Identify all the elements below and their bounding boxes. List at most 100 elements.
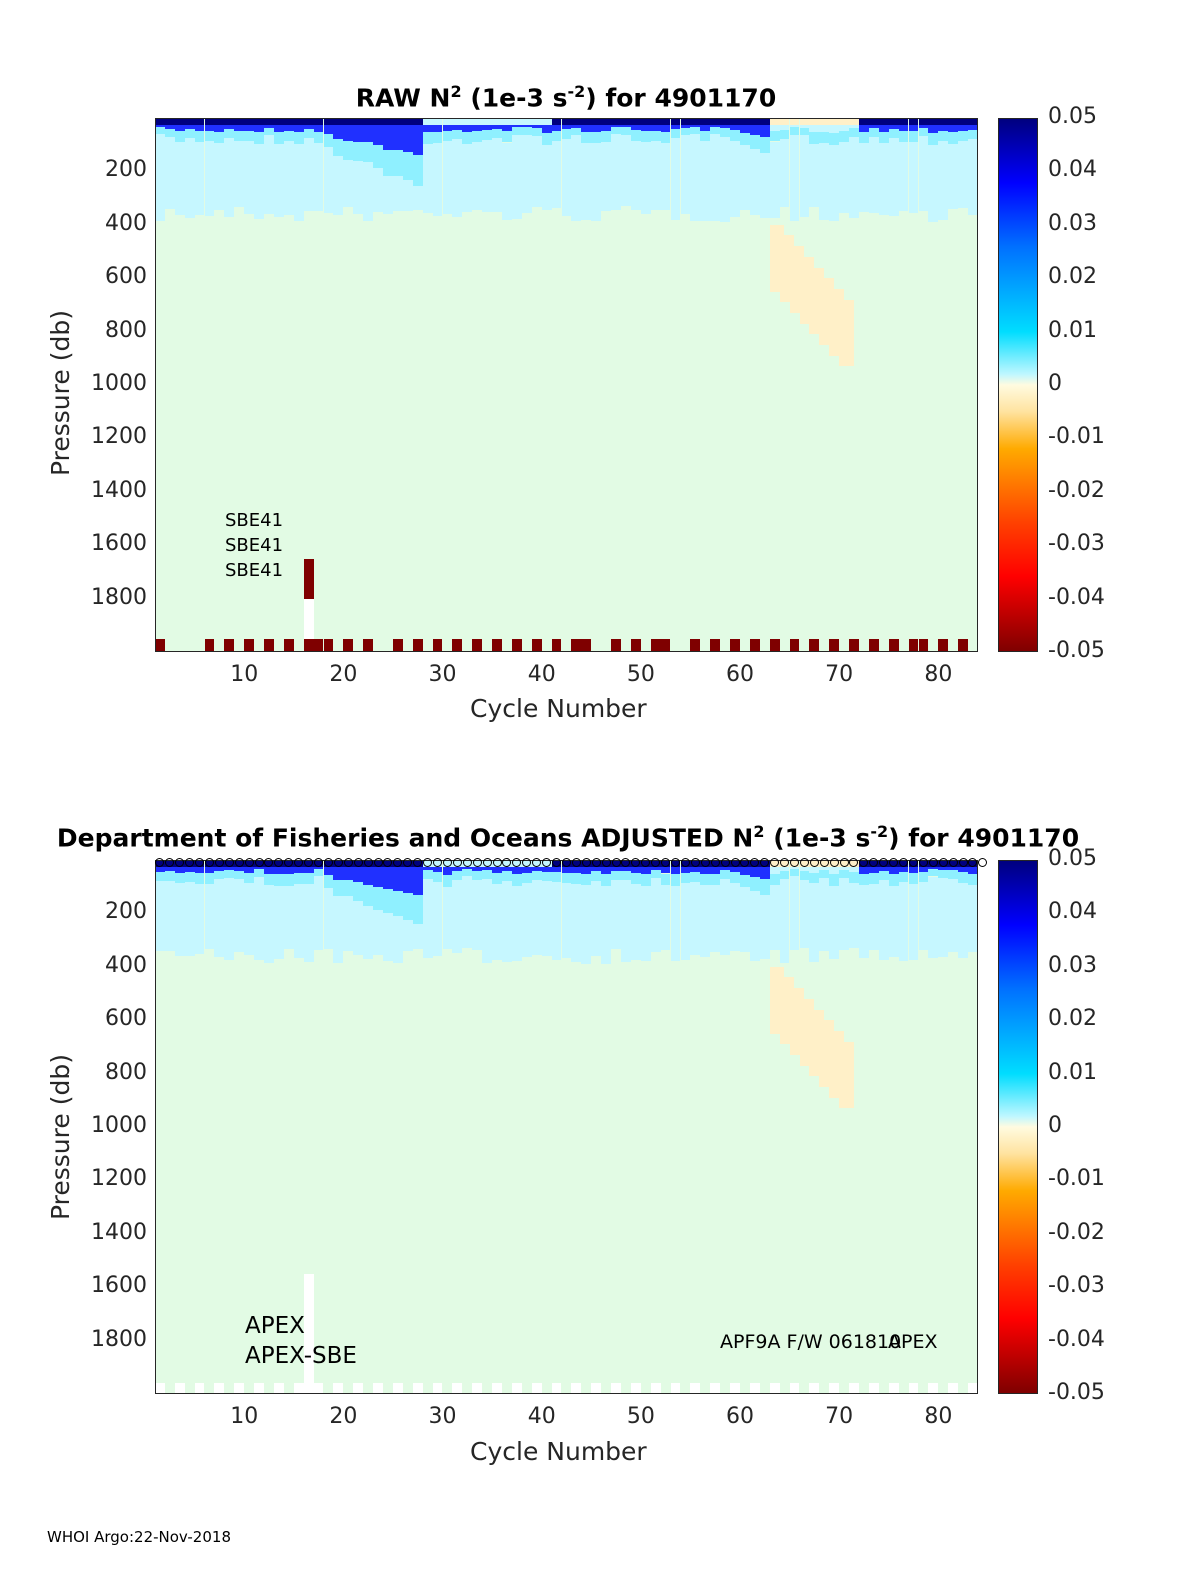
heatmap-cell <box>492 118 502 125</box>
heatmap-cell <box>888 886 899 957</box>
heatmap-cell <box>868 128 879 137</box>
heatmap-cell <box>482 130 492 141</box>
bottom-flag-cell <box>710 638 721 652</box>
qc-circle-marker <box>879 858 889 867</box>
heatmap-cell <box>968 124 978 130</box>
x-tick-label: 80 <box>924 1404 953 1429</box>
heatmap-cell <box>472 130 483 142</box>
heatmap-cell <box>422 878 433 959</box>
heatmap-cell <box>769 873 780 886</box>
heatmap-cell <box>402 866 413 893</box>
y-tick-label: 1400 <box>91 477 147 503</box>
heatmap-cell <box>313 131 324 143</box>
x-tick-label: 60 <box>726 662 755 687</box>
heatmap-cell <box>194 142 205 215</box>
colorbar-tick-label: -0.01 <box>1048 1166 1105 1192</box>
adjusted-heatmap <box>155 860 978 1394</box>
heatmap-cell <box>918 872 929 883</box>
qc-circle-marker <box>869 858 879 867</box>
heatmap-cell <box>591 124 602 132</box>
heatmap-cell <box>184 137 195 219</box>
heatmap-cell <box>601 124 611 132</box>
x-tick-label: 20 <box>329 662 358 687</box>
heatmap-cell <box>640 874 651 887</box>
heatmap-cell <box>402 124 413 153</box>
heatmap-cell <box>244 130 255 142</box>
heatmap-cell <box>531 127 542 136</box>
bottom-blank-cell <box>829 1383 840 1394</box>
heatmap-cell <box>422 124 433 133</box>
colorbar-tick-label: -0.04 <box>1048 584 1105 610</box>
qc-circle-marker <box>343 858 353 867</box>
qc-circle-marker <box>611 858 621 867</box>
bottom-blank-cell <box>333 1383 344 1394</box>
heatmap-cell <box>591 118 602 125</box>
heatmap-cell <box>254 132 264 144</box>
heatmap-cell <box>650 130 661 142</box>
heatmap-cell <box>849 872 859 883</box>
heatmap-cell <box>541 124 552 133</box>
heatmap-cell <box>313 876 324 951</box>
heatmap-cell <box>630 140 641 210</box>
heatmap-cell <box>868 124 879 129</box>
colorbar-tick-label: -0.01 <box>1048 424 1105 450</box>
heatmap-cell <box>521 127 532 135</box>
qc-circle-marker <box>651 858 661 867</box>
heatmap-cell <box>392 866 403 891</box>
colorbar-tick-label: -0.02 <box>1048 477 1105 503</box>
heatmap-cell <box>541 144 552 210</box>
heatmap-cell <box>918 124 929 128</box>
heatmap-cell <box>323 118 334 125</box>
heatmap-cell <box>621 124 631 128</box>
heatmap-cell <box>363 906 374 959</box>
heatmap-cell <box>303 128 314 138</box>
x-tick-label: 20 <box>329 1404 358 1429</box>
heatmap-cell <box>640 886 651 961</box>
heatmap-cell <box>383 888 393 913</box>
heatmap-cell <box>898 882 909 961</box>
adjusted-x-axis-label: Cycle Number <box>470 1437 647 1466</box>
bottom-flag-cell <box>581 638 592 652</box>
bottom-flag-cell <box>323 638 334 652</box>
heatmap-cell <box>155 871 165 882</box>
heatmap-cell <box>849 866 859 873</box>
heatmap-cell <box>690 134 701 221</box>
heatmap-cell <box>254 866 264 870</box>
heatmap-cell <box>898 131 909 142</box>
heatmap-cell <box>819 124 830 132</box>
heatmap-cell <box>839 1041 854 1109</box>
heatmap-cell <box>432 872 443 882</box>
y-tick-label: 1600 <box>91 1273 147 1299</box>
heatmap-cell <box>809 866 820 873</box>
heatmap-cell <box>303 866 314 874</box>
heatmap-cell <box>511 886 522 961</box>
heatmap-cell <box>928 118 939 125</box>
heatmap-cell <box>700 140 711 221</box>
heatmap-cell <box>839 869 849 878</box>
heatmap-cell <box>214 131 225 143</box>
heatmap-cell <box>492 873 502 885</box>
heatmap-cell <box>878 870 889 880</box>
heatmap-cell <box>462 118 473 125</box>
heatmap-cell <box>561 883 572 959</box>
raw-x-axis-label: Cycle Number <box>470 694 647 723</box>
heatmap-cell <box>373 145 383 168</box>
heatmap-cell <box>303 124 314 129</box>
heatmap-cell <box>650 866 661 871</box>
heatmap-cell <box>442 866 453 875</box>
bottom-blank-cell <box>630 1383 641 1394</box>
heatmap-cell <box>710 885 721 953</box>
heatmap-cell <box>859 873 869 885</box>
heatmap-cell <box>482 118 492 125</box>
heatmap-cell <box>333 866 344 880</box>
heatmap-cell <box>749 866 760 877</box>
heatmap-cell <box>293 143 304 221</box>
heatmap-cell <box>581 118 592 125</box>
heatmap-cell <box>363 124 374 143</box>
heatmap-cell <box>174 131 185 142</box>
bottom-blank-cell <box>571 1383 582 1394</box>
heatmap-cell <box>670 866 681 875</box>
heatmap-cell <box>174 141 185 215</box>
raw-sensor-label-2: SBE41 <box>225 535 284 556</box>
heatmap-cell <box>868 118 879 125</box>
